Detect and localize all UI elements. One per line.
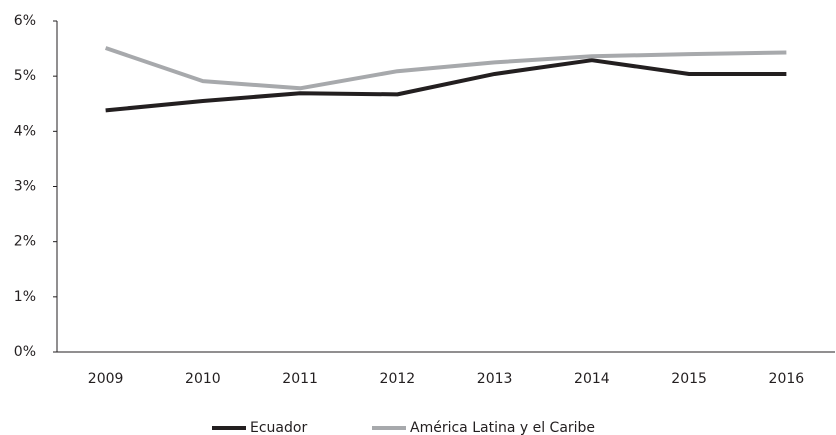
legend-label: América Latina y el Caribe	[410, 420, 595, 435]
x-tick-label: 2010	[185, 371, 221, 387]
x-tick-label: 2016	[769, 371, 805, 387]
y-tick-label: 6%	[14, 13, 36, 29]
line-series	[105, 58, 787, 113]
x-tick-label: 2012	[380, 371, 416, 387]
x-tick-label: 2015	[671, 371, 707, 387]
y-tick-label: 5%	[14, 68, 36, 84]
y-tick-label: 3%	[14, 179, 36, 195]
legend-label: Ecuador	[250, 420, 307, 435]
x-tick-label: 2011	[282, 371, 318, 387]
x-tick-label: 2013	[477, 371, 513, 387]
y-tick-label: 4%	[14, 123, 36, 139]
x-tick-label: 2009	[88, 371, 124, 387]
line-series	[104, 46, 787, 91]
y-tick-label: 0%	[14, 344, 36, 360]
y-tick-label: 1%	[14, 289, 36, 305]
x-tick-label: 2014	[574, 371, 610, 387]
y-tick-label: 2%	[14, 234, 36, 250]
